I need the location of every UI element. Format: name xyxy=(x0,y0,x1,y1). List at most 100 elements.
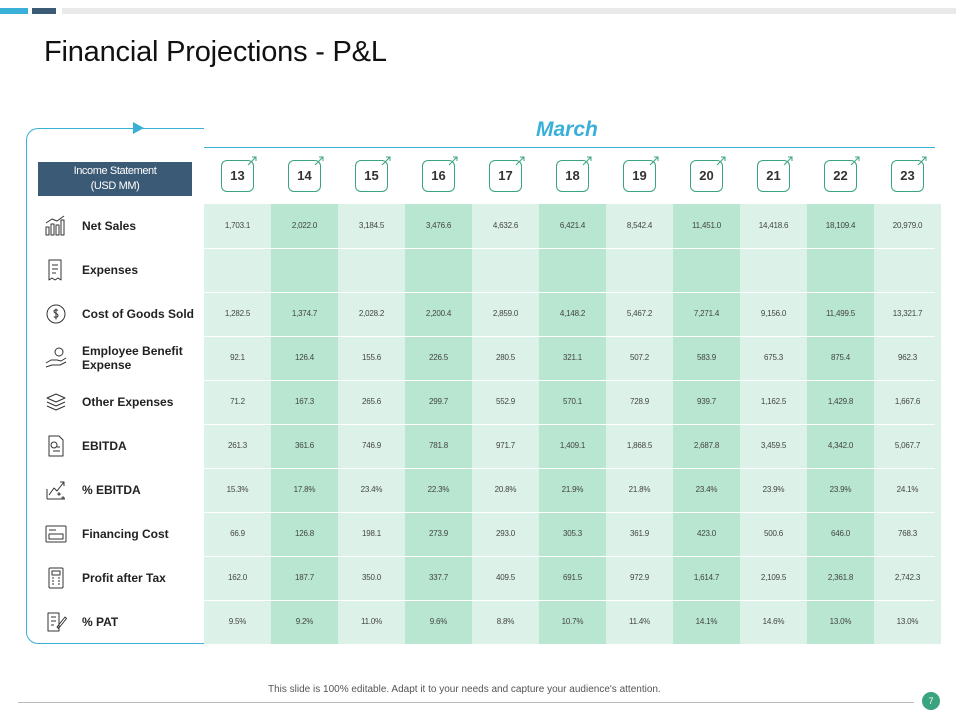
badge-tick-icon xyxy=(649,156,659,166)
table-cell: 23.4% xyxy=(695,485,718,494)
badge-tick-icon xyxy=(381,156,391,166)
table-cell: 17.8% xyxy=(293,485,316,494)
percent-trend-icon xyxy=(46,481,65,500)
day-badge-18: 18 xyxy=(556,156,592,192)
header-divider xyxy=(204,147,935,148)
table-cell: 1,409.1 xyxy=(559,441,586,450)
page-number-badge: 7 xyxy=(922,692,940,710)
edit-document-icon xyxy=(47,612,67,632)
day-badge-21: 21 xyxy=(757,156,793,192)
day-number: 18 xyxy=(565,168,580,183)
table-cell: 11,451.0 xyxy=(692,221,721,230)
table-cell: 552.9 xyxy=(495,397,516,406)
table-cell: 261.3 xyxy=(227,441,248,450)
income-header-line-2: (USD MM) xyxy=(90,180,140,192)
table-cell: 293.0 xyxy=(495,529,516,538)
table-cell: 1,282.5 xyxy=(224,309,251,318)
income-statement-header: Income Statement (USD MM) xyxy=(38,162,192,196)
table-cell: 972.9 xyxy=(629,573,650,582)
table-cell: 939.7 xyxy=(696,397,717,406)
row-label-cost-of-goods-sold: Cost of Goods Sold xyxy=(82,307,194,321)
month-title: March xyxy=(536,118,598,141)
badge-tick-icon xyxy=(448,156,458,166)
table-cell: 1,703.1 xyxy=(224,221,251,230)
badge-tick-icon xyxy=(783,156,793,166)
day-badge-20: 20 xyxy=(690,156,726,192)
bill-icon xyxy=(45,525,67,543)
cash-stack-icon xyxy=(46,393,66,411)
row-label-profit-after-tax: Profit after Tax xyxy=(82,571,166,585)
table-cell: 507.2 xyxy=(629,353,650,362)
table-cell: 409.5 xyxy=(495,573,516,582)
table-cell: 2,687.8 xyxy=(693,441,720,450)
day-number: 23 xyxy=(900,168,915,183)
badge-tick-icon xyxy=(917,156,927,166)
table-cell: 768.3 xyxy=(897,529,918,538)
table-cell: 126.4 xyxy=(294,353,315,362)
receipt-icon xyxy=(48,259,62,281)
table-cell: 1,429.8 xyxy=(827,397,854,406)
table-cell: 21.8% xyxy=(628,485,651,494)
table-cell: 3,184.5 xyxy=(358,221,385,230)
day-badge-15: 15 xyxy=(355,156,391,192)
day-badge-22: 22 xyxy=(824,156,860,192)
table-cell: 24.1% xyxy=(896,485,919,494)
top-accent-bar-blue xyxy=(0,8,28,14)
table-cell: 71.2 xyxy=(230,397,245,406)
day-badge-17: 17 xyxy=(489,156,525,192)
table-cell: 7,271.4 xyxy=(693,309,720,318)
table-cell: 13.0% xyxy=(829,617,852,626)
row-separator xyxy=(204,424,935,425)
table-cell: 305.3 xyxy=(562,529,583,538)
day-number: 16 xyxy=(431,168,446,183)
dollar-coin-icon xyxy=(46,304,66,324)
table-cell: 23.9% xyxy=(829,485,852,494)
table-cell: 187.7 xyxy=(294,573,315,582)
table-cell: 675.3 xyxy=(763,353,784,362)
row-separator xyxy=(204,512,935,513)
table-cell: 350.0 xyxy=(361,573,382,582)
table-cell: 14,418.6 xyxy=(758,221,789,230)
hand-coin-icon xyxy=(45,347,67,368)
table-cell: 9.6% xyxy=(429,617,448,626)
badge-tick-icon xyxy=(716,156,726,166)
table-cell: 2,028.2 xyxy=(358,309,385,318)
table-cell: 6,421.4 xyxy=(559,221,586,230)
row-label-ebitda: EBITDA xyxy=(82,439,127,453)
table-cell: 1,667.6 xyxy=(894,397,921,406)
table-cell: 13.0% xyxy=(896,617,919,626)
table-cell: 583.9 xyxy=(696,353,717,362)
table-cell: 8.8% xyxy=(496,617,515,626)
row-separator xyxy=(204,248,935,249)
table-cell: 500.6 xyxy=(763,529,784,538)
row-label-other-expenses: Other Expenses xyxy=(82,395,174,409)
table-cell: 9.5% xyxy=(228,617,247,626)
table-cell: 155.6 xyxy=(361,353,382,362)
table-cell: 728.9 xyxy=(629,397,650,406)
table-cell: 11.0% xyxy=(360,617,383,626)
table-cell: 746.9 xyxy=(361,441,382,450)
table-cell: 1,868.5 xyxy=(626,441,653,450)
table-cell: 198.1 xyxy=(361,529,382,538)
table-cell: 10.7% xyxy=(561,617,584,626)
badge-tick-icon xyxy=(247,156,257,166)
table-cell: 2,200.4 xyxy=(425,309,452,318)
day-number: 13 xyxy=(230,168,245,183)
top-accent-bar-grey xyxy=(62,8,956,14)
table-cell: 92.1 xyxy=(230,353,245,362)
row-separator xyxy=(204,292,935,293)
row-label-net-sales: Net Sales xyxy=(82,219,137,233)
table-cell: 18,109.4 xyxy=(825,221,856,230)
table-cell: 11.4% xyxy=(628,617,651,626)
day-badge-23: 23 xyxy=(891,156,927,192)
day-number: 22 xyxy=(833,168,848,183)
table-cell: 1,374.7 xyxy=(291,309,318,318)
row-label-expenses: Expenses xyxy=(82,263,139,277)
table-cell: 13,321.7 xyxy=(892,309,923,318)
table-cell: 11,499.5 xyxy=(826,309,855,318)
table-cell: 273.9 xyxy=(428,529,449,538)
table-cell: 875.4 xyxy=(830,353,851,362)
badge-tick-icon xyxy=(582,156,592,166)
page-title: Financial Projections - P&L xyxy=(44,36,387,68)
table-cell: 962.3 xyxy=(897,353,918,362)
